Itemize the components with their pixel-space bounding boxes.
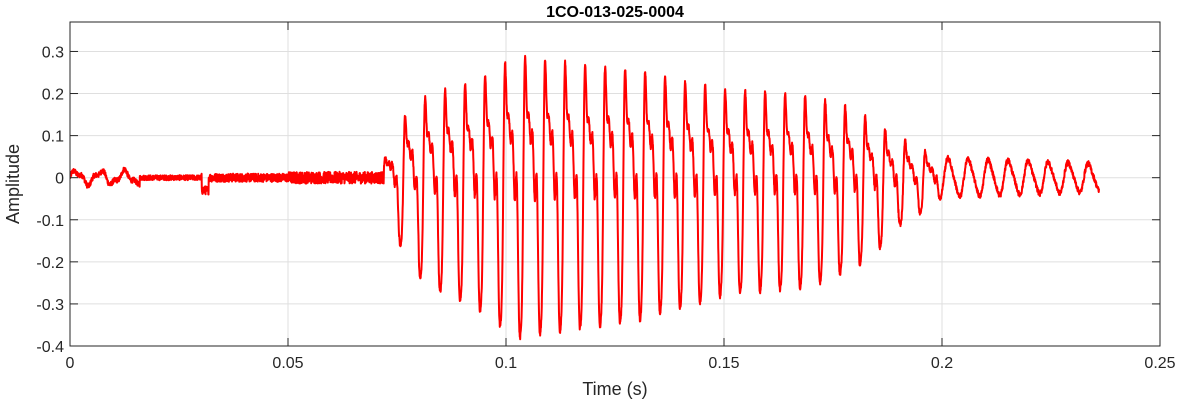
chart-title: 1CO-013-025-0004: [546, 4, 684, 21]
y-tick-label: 0.3: [42, 44, 64, 61]
series-layer: [70, 54, 1100, 341]
y-tick-label: 0: [55, 171, 64, 188]
x-tick-label: 0.15: [708, 355, 739, 372]
x-tick-label: 0.1: [495, 355, 517, 372]
plot-frame: [69, 21, 1161, 347]
y-tick-label: 0.2: [42, 87, 64, 104]
y-tick-label: -0.4: [36, 339, 64, 356]
y-axis-label: Amplitude: [3, 144, 23, 224]
waveform-series-line: [70, 54, 1100, 341]
x-tick-label: 0.05: [272, 355, 303, 372]
x-tick-label: 0: [66, 355, 75, 372]
y-tick-label: -0.2: [36, 255, 64, 272]
x-axis-label: Time (s): [582, 379, 647, 399]
ticks: 0 0.05 0.1 0.15 0.2 0.25 -0.4 -0.3 -0.2 -0.1 0 0.1 0…: [36, 22, 1176, 372]
y-tick-label: -0.1: [36, 213, 64, 230]
x-tick-label: 0.25: [1144, 355, 1175, 372]
y-tick-label: -0.3: [36, 297, 64, 314]
x-tick-label: 0.2: [931, 355, 953, 372]
y-tick-label: 0.1: [42, 129, 64, 146]
